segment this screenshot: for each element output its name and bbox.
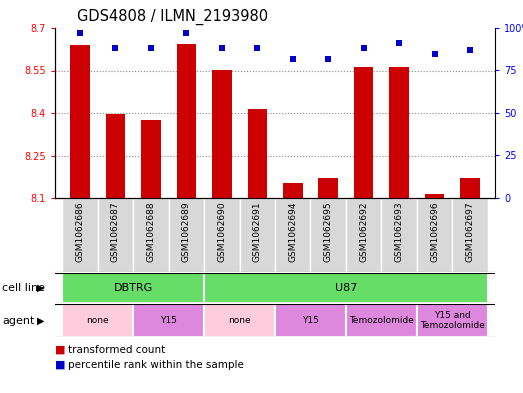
Bar xyxy=(212,70,232,198)
Bar xyxy=(204,304,275,337)
Bar xyxy=(204,273,488,303)
Point xyxy=(466,47,474,53)
Text: GSM1062691: GSM1062691 xyxy=(253,202,262,262)
Point xyxy=(253,45,262,51)
Text: GSM1062692: GSM1062692 xyxy=(359,202,368,262)
Bar xyxy=(141,120,161,198)
Text: GSM1062694: GSM1062694 xyxy=(288,202,297,262)
Text: GSM1062696: GSM1062696 xyxy=(430,202,439,262)
Bar xyxy=(133,304,204,337)
Text: transformed count: transformed count xyxy=(68,345,165,355)
Text: GSM1062687: GSM1062687 xyxy=(111,202,120,262)
Bar xyxy=(460,178,480,198)
Text: U87: U87 xyxy=(335,283,357,293)
Point xyxy=(289,55,297,62)
Bar xyxy=(177,44,196,198)
Bar xyxy=(133,198,168,272)
Point xyxy=(111,45,120,51)
Point xyxy=(182,30,190,36)
Point xyxy=(359,45,368,51)
Bar xyxy=(275,304,346,337)
Text: ■: ■ xyxy=(55,360,65,370)
Point xyxy=(146,45,155,51)
Bar xyxy=(381,198,417,272)
Bar xyxy=(240,198,275,272)
Text: Y15: Y15 xyxy=(160,316,177,325)
Text: ▶: ▶ xyxy=(37,283,44,293)
Text: agent: agent xyxy=(2,316,35,325)
Text: Temozolomide: Temozolomide xyxy=(349,316,414,325)
Bar xyxy=(354,67,373,198)
Bar xyxy=(311,198,346,272)
Bar xyxy=(106,114,125,198)
Text: GSM1062697: GSM1062697 xyxy=(465,202,475,262)
Bar xyxy=(247,109,267,198)
Bar xyxy=(275,198,311,272)
Bar xyxy=(319,178,338,198)
Text: ■: ■ xyxy=(55,345,65,355)
Text: GSM1062690: GSM1062690 xyxy=(217,202,226,262)
Bar xyxy=(452,198,488,272)
Bar xyxy=(417,304,488,337)
Text: Y15 and
Temozolomide: Y15 and Temozolomide xyxy=(420,311,485,330)
Bar xyxy=(346,304,417,337)
Bar xyxy=(62,198,98,272)
Bar xyxy=(70,45,89,198)
Bar xyxy=(62,304,133,337)
Bar xyxy=(283,183,302,198)
Point xyxy=(218,45,226,51)
Bar xyxy=(204,198,240,272)
Bar xyxy=(417,198,452,272)
Point xyxy=(76,30,84,36)
Text: GSM1062689: GSM1062689 xyxy=(182,202,191,262)
Text: cell line: cell line xyxy=(2,283,45,293)
Text: GSM1062686: GSM1062686 xyxy=(75,202,84,262)
Text: GDS4808 / ILMN_2193980: GDS4808 / ILMN_2193980 xyxy=(77,9,268,25)
Text: ▶: ▶ xyxy=(37,316,44,325)
Bar xyxy=(425,194,445,198)
Text: none: none xyxy=(86,316,109,325)
Text: GSM1062688: GSM1062688 xyxy=(146,202,155,262)
Text: percentile rank within the sample: percentile rank within the sample xyxy=(68,360,244,370)
Text: GSM1062693: GSM1062693 xyxy=(395,202,404,262)
Point xyxy=(324,55,333,62)
Text: none: none xyxy=(228,316,251,325)
Point xyxy=(430,50,439,57)
Bar xyxy=(98,198,133,272)
Text: Y15: Y15 xyxy=(302,316,319,325)
Bar xyxy=(346,198,381,272)
Point xyxy=(395,40,403,46)
Bar xyxy=(62,273,204,303)
Text: DBTRG: DBTRG xyxy=(113,283,153,293)
Bar xyxy=(390,67,409,198)
Text: GSM1062695: GSM1062695 xyxy=(324,202,333,262)
Bar xyxy=(168,198,204,272)
